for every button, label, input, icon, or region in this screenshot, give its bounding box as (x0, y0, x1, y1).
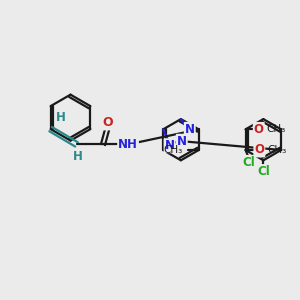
Text: O: O (254, 123, 264, 136)
Text: O: O (102, 116, 113, 129)
Text: N: N (177, 135, 187, 148)
Text: N: N (164, 139, 175, 152)
Text: Cl: Cl (242, 156, 255, 169)
Text: CH₃: CH₃ (163, 145, 183, 155)
Text: NH: NH (118, 138, 138, 151)
Text: H: H (56, 111, 65, 124)
Text: CH₃: CH₃ (267, 145, 286, 155)
Text: Cl: Cl (257, 165, 270, 178)
Text: CH₃: CH₃ (267, 124, 286, 134)
Text: N: N (185, 123, 195, 136)
Text: O: O (254, 143, 264, 157)
Text: H: H (73, 150, 82, 163)
